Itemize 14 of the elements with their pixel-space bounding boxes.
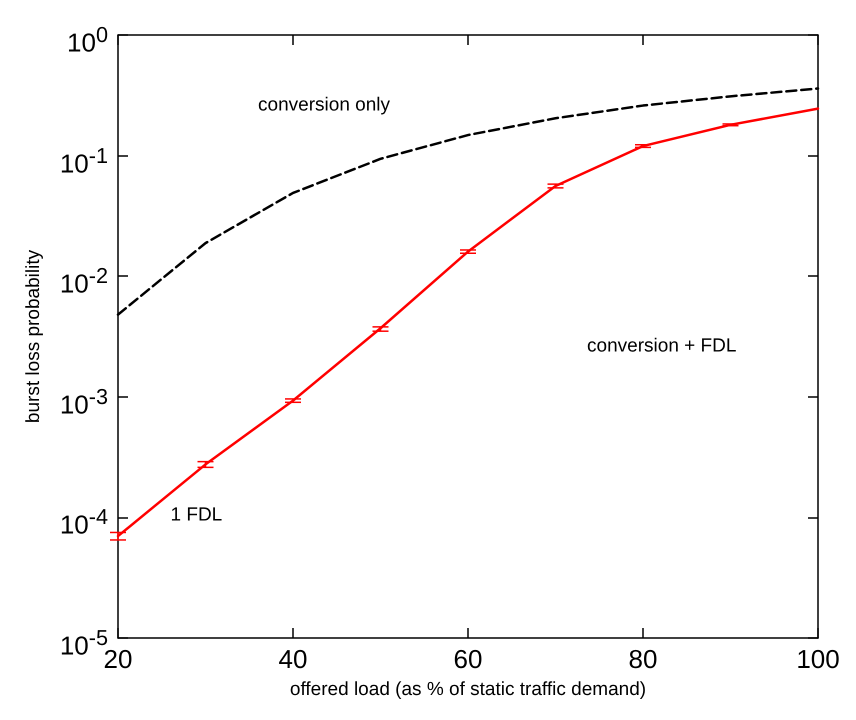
x-axis-title: offered load (as % of static traffic demand) — [290, 679, 646, 700]
y-tick-label: 10$^{-1}$ — [60, 142, 108, 180]
y-tick-label: 10$^{0}$ — [67, 21, 108, 59]
annotation: 1 FDL — [170, 504, 222, 526]
annotation: conversion only — [258, 94, 391, 116]
x-tick-label: 80 — [628, 644, 658, 674]
y-tick-label: 10$^{-3}$ — [60, 382, 108, 420]
x-tick-label: 100 — [796, 644, 840, 674]
y-tick-label: 10$^{-2}$ — [60, 262, 108, 300]
x-tick-label: 40 — [278, 644, 308, 674]
x-tick-label: 60 — [454, 644, 482, 674]
y-axis-title: burst loss probability — [23, 249, 44, 424]
annotation: conversion + FDL — [587, 336, 736, 356]
y-tick-label: 10$^{-4}$ — [60, 503, 108, 542]
